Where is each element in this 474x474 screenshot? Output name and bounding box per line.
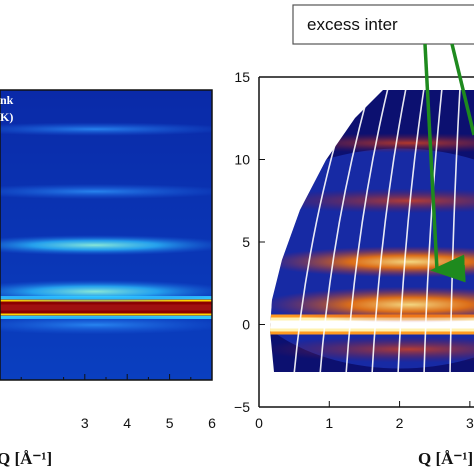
q-contour-line (371, 87, 407, 376)
right-y-tick-label: 5 (242, 234, 250, 250)
right-band-peak-core (270, 320, 474, 329)
right-band (270, 246, 474, 278)
left-band (0, 122, 212, 136)
callout-box (292, 4, 474, 45)
left-x-tick-label: 4 (123, 415, 131, 431)
callout-arrow-1 (423, 43, 466, 283)
q-contour-line (397, 87, 425, 376)
left-panel: nk K) 3 4 5 6 Q [Å⁻¹] (0, 89, 216, 468)
right-y-tick-label: 10 (234, 152, 250, 168)
right-x-axis-label: Q [Å⁻¹] (418, 449, 473, 468)
right-y-tick-label: 0 (242, 317, 250, 333)
right-y-tick-label: 15 (234, 69, 250, 85)
left-band (0, 315, 212, 335)
q-contour-line (345, 87, 389, 376)
q-contour-line (423, 87, 443, 376)
right-band (270, 286, 474, 323)
right-y-tick-label: −5 (234, 399, 250, 415)
callout-arrow-2 (450, 43, 474, 136)
q-contour-lines (293, 87, 461, 376)
right-x-tick-label: 1 (325, 415, 333, 431)
left-x-axis-label: Q [Å⁻¹] (0, 449, 52, 468)
left-band (0, 234, 212, 256)
left-overlay-line-1: nk (0, 93, 14, 107)
right-panel: 15 10 5 0 −5 0 1 2 3 Q [Å⁻¹] (234, 69, 474, 468)
left-x-tick-label: 5 (166, 415, 174, 431)
callout-text: excess inter (307, 15, 398, 34)
right-x-tick-label: 3 (466, 415, 474, 431)
q-contour-line (449, 87, 461, 376)
q-contour-line (319, 87, 371, 376)
left-overlay-line-2: K) (0, 110, 13, 124)
right-x-ticks: 0 1 2 3 (255, 401, 474, 431)
left-x-tick-label: 3 (81, 415, 89, 431)
right-band (270, 336, 474, 363)
q-contour-line (293, 87, 353, 376)
right-x-tick-label: 2 (396, 415, 404, 431)
left-band (0, 279, 212, 304)
right-x-tick-label: 0 (255, 415, 263, 431)
left-intensity-bands (0, 122, 212, 335)
left-x-ticks: 3 4 5 6 (20, 374, 216, 431)
right-y-ticks: 15 10 5 0 −5 (234, 69, 265, 415)
left-band (0, 183, 212, 200)
left-x-tick-label: 6 (208, 415, 216, 431)
excess-intensity-callout: excess inter (292, 4, 474, 283)
left-band-peak-core (0, 304, 212, 311)
